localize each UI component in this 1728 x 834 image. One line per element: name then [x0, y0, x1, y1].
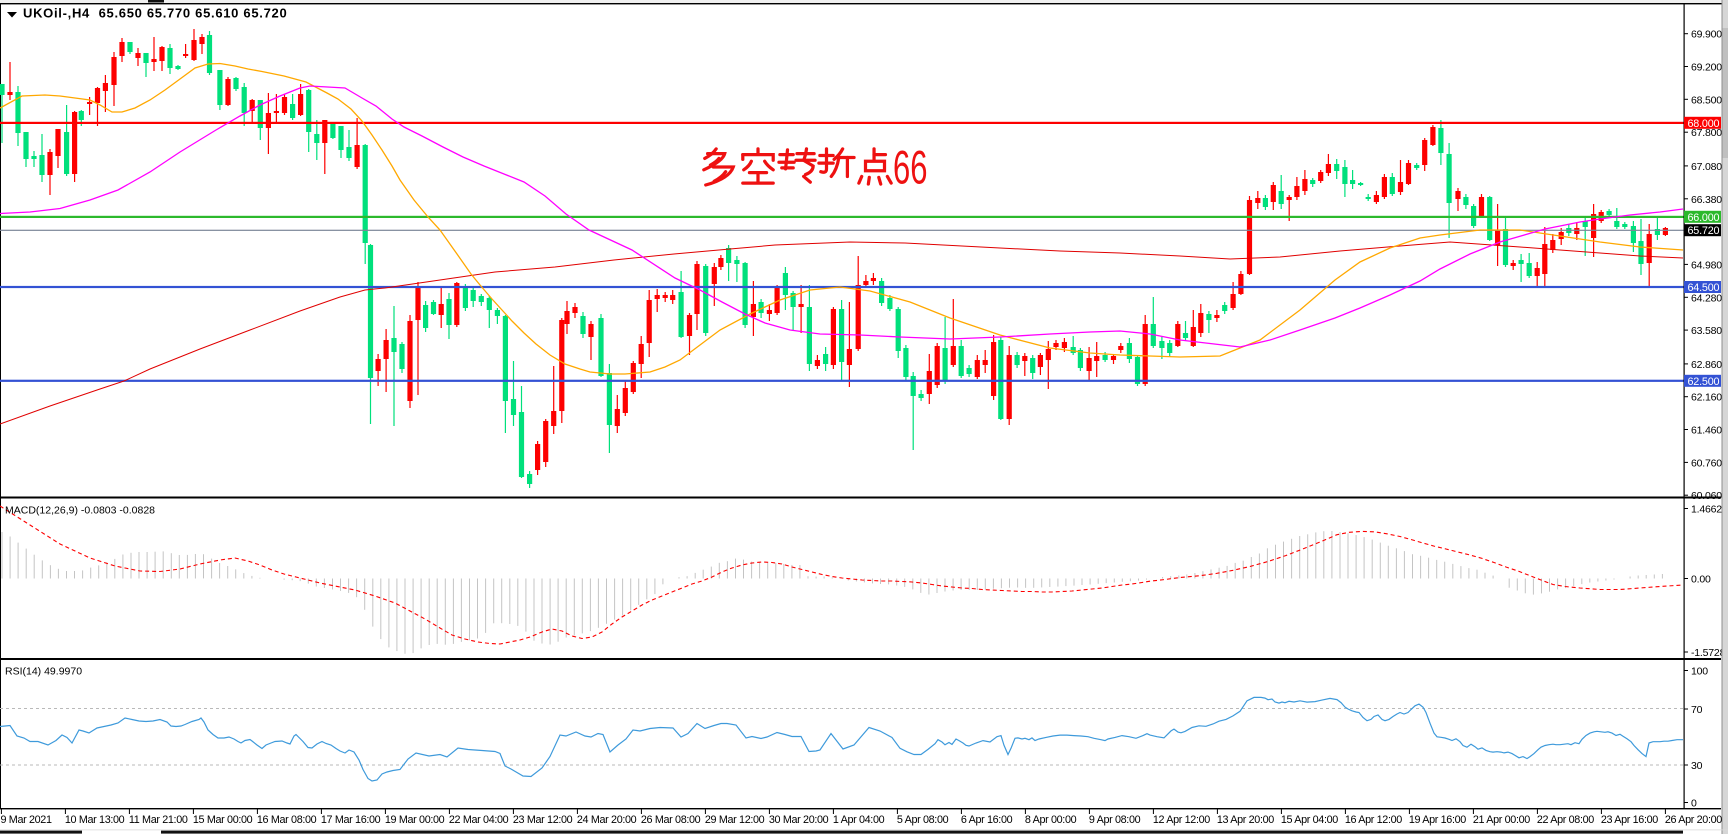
svg-text:19 Apr 16:00: 19 Apr 16:00 — [1409, 814, 1466, 826]
svg-text:MACD(12,26,9) -0.0803 -0.0828: MACD(12,26,9) -0.0803 -0.0828 — [5, 505, 155, 517]
svg-text:19 Mar 00:00: 19 Mar 00:00 — [385, 814, 445, 826]
svg-text:26 Apr 20:00: 26 Apr 20:00 — [1665, 814, 1722, 826]
svg-text:60.760: 60.760 — [1691, 457, 1722, 469]
svg-text:9 Apr 08:00: 9 Apr 08:00 — [1089, 814, 1141, 826]
svg-text:62.160: 62.160 — [1691, 392, 1722, 404]
svg-text:RSI(14) 49.9970: RSI(14) 49.9970 — [5, 666, 82, 678]
svg-text:60.060: 60.060 — [1691, 490, 1722, 502]
svg-text:68.000: 68.000 — [1688, 118, 1720, 130]
svg-text:64.980: 64.980 — [1691, 259, 1722, 271]
svg-text:15 Apr 04:00: 15 Apr 04:00 — [1281, 814, 1338, 826]
svg-text:61.460: 61.460 — [1691, 425, 1722, 437]
svg-text:8 Apr 00:00: 8 Apr 00:00 — [1025, 814, 1077, 826]
svg-text:69.200: 69.200 — [1691, 62, 1722, 74]
svg-text:65.720: 65.720 — [1688, 225, 1720, 237]
svg-text:63.580: 63.580 — [1691, 325, 1722, 337]
svg-text:23 Apr 16:00: 23 Apr 16:00 — [1601, 814, 1658, 826]
svg-text:67.080: 67.080 — [1691, 161, 1722, 173]
svg-text:10 Mar 13:00: 10 Mar 13:00 — [65, 814, 125, 826]
svg-text:64.500: 64.500 — [1688, 282, 1720, 294]
svg-text:22 Mar 04:00: 22 Mar 04:00 — [449, 814, 509, 826]
svg-text:26 Mar 08:00: 26 Mar 08:00 — [641, 814, 701, 826]
svg-text:UKOil-,H4 65.650 65.770 65.61: UKOil-,H4 65.650 65.770 65.610 65.720 — [23, 6, 287, 21]
svg-text:67.800: 67.800 — [1691, 127, 1722, 139]
svg-text:5 Apr 08:00: 5 Apr 08:00 — [897, 814, 949, 826]
svg-text:17 Mar 16:00: 17 Mar 16:00 — [321, 814, 381, 826]
svg-text:-1.5728: -1.5728 — [1691, 647, 1726, 659]
svg-text:23 Mar 12:00: 23 Mar 12:00 — [513, 814, 573, 826]
svg-text:24 Mar 20:00: 24 Mar 20:00 — [577, 814, 637, 826]
svg-text:69.900: 69.900 — [1691, 29, 1722, 41]
svg-text:12 Apr 12:00: 12 Apr 12:00 — [1153, 814, 1210, 826]
svg-text:6 Apr 16:00: 6 Apr 16:00 — [961, 814, 1013, 826]
svg-text:100: 100 — [1691, 666, 1708, 678]
svg-text:1.4662: 1.4662 — [1691, 504, 1722, 516]
svg-text:15 Mar 00:00: 15 Mar 00:00 — [193, 814, 253, 826]
svg-text:21 Apr 00:00: 21 Apr 00:00 — [1473, 814, 1530, 826]
svg-text:68.500: 68.500 — [1691, 94, 1722, 106]
svg-text:22 Apr 08:00: 22 Apr 08:00 — [1537, 814, 1594, 826]
svg-text:29 Mar 12:00: 29 Mar 12:00 — [705, 814, 765, 826]
svg-text:16 Apr 12:00: 16 Apr 12:00 — [1345, 814, 1402, 826]
svg-text:9 Mar 2021: 9 Mar 2021 — [1, 814, 52, 826]
svg-text:0: 0 — [1691, 798, 1697, 810]
svg-text:30: 30 — [1691, 760, 1703, 772]
svg-text:66.000: 66.000 — [1688, 212, 1720, 224]
svg-text:13 Apr 20:00: 13 Apr 20:00 — [1217, 814, 1274, 826]
svg-text:66: 66 — [893, 142, 927, 194]
svg-text:70: 70 — [1691, 704, 1703, 716]
svg-text:16 Mar 08:00: 16 Mar 08:00 — [257, 814, 317, 826]
svg-text:1 Apr 04:00: 1 Apr 04:00 — [833, 814, 885, 826]
svg-text:11 Mar 21:00: 11 Mar 21:00 — [129, 814, 188, 826]
svg-text:62.860: 62.860 — [1691, 359, 1722, 371]
svg-text:0.00: 0.00 — [1691, 574, 1711, 586]
svg-text:30 Mar 20:00: 30 Mar 20:00 — [769, 814, 829, 826]
svg-text:62.500: 62.500 — [1688, 376, 1720, 388]
svg-text:66.380: 66.380 — [1691, 194, 1722, 206]
svg-text:64.280: 64.280 — [1691, 292, 1722, 304]
